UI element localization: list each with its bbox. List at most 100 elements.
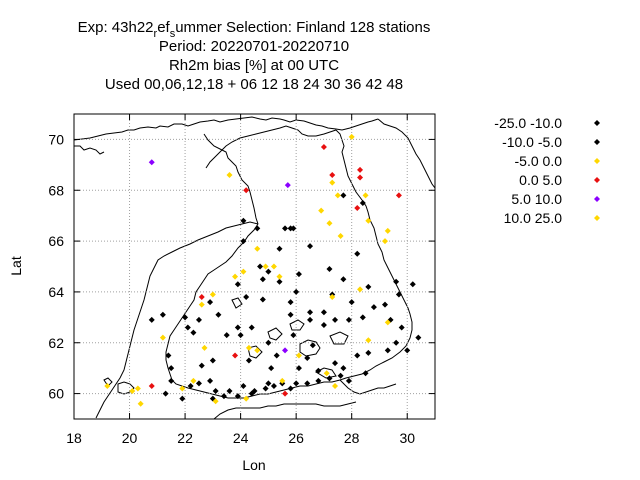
y-tick-label: 64 [48,284,64,300]
data-point [198,294,205,300]
data-point [243,395,250,402]
legend-marker [594,120,600,126]
y-tick-label: 60 [48,386,64,402]
data-point [354,352,361,359]
data-point [393,278,400,285]
data-point [276,278,283,285]
data-point [395,192,402,199]
data-point [307,309,314,316]
data-point [304,380,311,387]
data-point [148,382,155,389]
data-point [195,380,202,387]
data-point [320,321,327,328]
y-tick-label: 62 [48,335,64,351]
data-point [337,372,344,379]
data-point [276,245,283,252]
data-point [198,301,205,308]
data-point [248,324,255,331]
legend-label: -5.0 0.0 [515,153,563,169]
legend-marker [594,177,600,183]
data-point [293,288,300,295]
data-point [226,172,233,178]
data-point [365,337,372,344]
title-line: Rh2m bias [%] at 00 UTC [169,57,339,74]
data-point [295,271,302,278]
data-point [201,344,208,351]
data-point [276,273,283,280]
legend-label: -10.0 -5.0 [502,134,562,150]
data-point [340,365,347,372]
legend: -25.0 -10.0 -10.0 -5.0 -5.0 0.0 0.0 5.0 5.0 … [494,115,600,226]
data-point [293,380,300,387]
data-point [265,268,272,275]
axis-ticks: 18 20 22 24 26 28 30 60 62 64 66 68 70 [48,114,435,446]
data-point [179,395,186,402]
data-point [359,199,366,206]
data-point [265,380,272,387]
data-point [323,370,330,377]
x-tick-label: 26 [288,430,304,446]
data-point [357,166,364,173]
data-point [332,382,339,389]
y-axis-label: Lat [8,256,24,276]
data-point [326,220,333,227]
data-points [104,133,422,407]
data-point [295,365,302,372]
data-point [134,385,141,392]
data-point [240,268,247,275]
title-line: Used 00,06,12,18 + 06 12 18 24 30 36 42 … [105,76,403,93]
chart-title: Exp: 43h22refsummer Selection: Finland 1… [78,19,431,93]
data-point [137,400,144,407]
data-point [245,357,252,364]
data-point [287,385,294,392]
data-point [287,311,294,318]
data-point [395,291,402,298]
data-point [365,217,372,224]
data-point [237,332,244,339]
data-point [340,192,347,199]
data-point [334,192,341,199]
data-point [245,344,252,351]
data-point [162,390,169,397]
legend-label: -25.0 -10.0 [494,115,562,131]
data-point [340,276,347,283]
data-point [209,357,216,364]
data-point [282,347,289,354]
data-point [179,385,186,392]
data-point [384,347,391,354]
title-text-part: Rh2m bias [%] at 00 UTC [169,57,339,74]
data-point [212,398,219,405]
data-point [307,316,314,323]
data-point [382,301,389,308]
data-point [270,263,277,270]
x-tick-label: 20 [122,430,138,446]
data-point [345,316,352,323]
legend-label: 0.0 5.0 [519,172,562,188]
data-point [243,187,250,194]
data-point [240,217,247,224]
data-point [148,316,155,323]
data-point [295,352,302,359]
data-point [282,225,289,232]
data-point [365,283,372,290]
data-point [168,377,175,384]
legend-marker [594,215,600,221]
data-point [262,263,269,270]
data-point [404,347,411,354]
data-point [315,377,322,384]
legend-marker [594,196,600,202]
data-point [262,385,269,392]
x-tick-label: 28 [344,430,360,446]
data-point [329,179,336,186]
data-point [362,370,369,377]
x-tick-label: 18 [66,430,82,446]
y-tick-label: 68 [48,182,64,198]
data-point [393,339,400,346]
data-point [215,311,222,318]
data-point [357,174,364,181]
legend-label: 10.0 25.0 [504,210,563,226]
data-point [307,243,314,250]
grid-lines [74,114,435,419]
data-point [304,355,311,361]
data-point [232,352,239,359]
